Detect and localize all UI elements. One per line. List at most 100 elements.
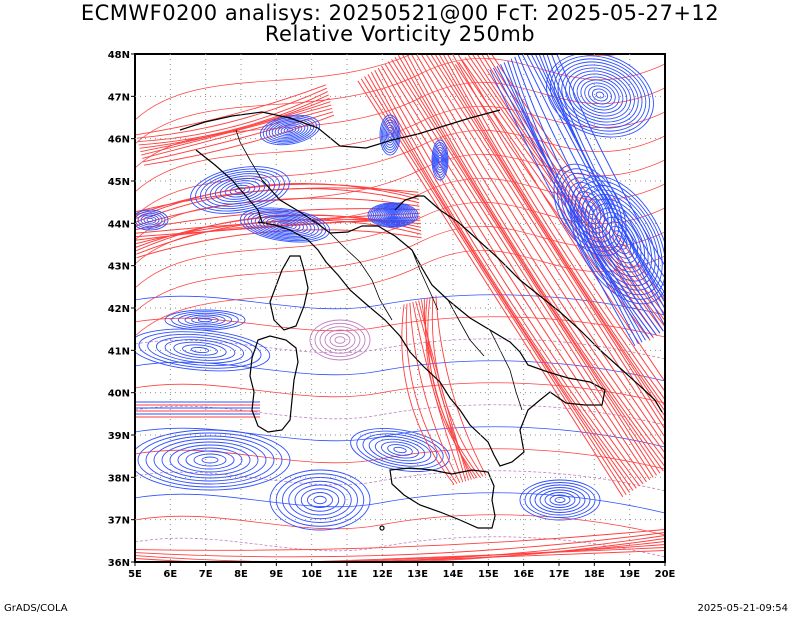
contour-ring <box>184 314 226 326</box>
contour-ring <box>334 336 346 344</box>
lon-tick-label: 12E <box>372 569 393 580</box>
contour-line <box>136 87 328 139</box>
contour-ring <box>135 211 166 229</box>
contour-line <box>374 69 641 487</box>
contour-ring <box>201 456 219 464</box>
contour-line <box>438 54 665 413</box>
lon-tick-label: 11E <box>337 569 358 580</box>
contour-ring <box>433 144 447 176</box>
contour-ring <box>294 484 346 516</box>
lat-lon-grid <box>135 54 665 562</box>
contour-line <box>530 54 665 310</box>
contour-ring <box>200 170 280 210</box>
contour-ring <box>436 152 444 168</box>
contour-line <box>446 54 665 401</box>
contour-line <box>420 54 665 439</box>
contour-ring <box>380 208 406 222</box>
contour-line <box>138 94 329 146</box>
contour-line <box>370 72 637 489</box>
contour-ring <box>435 149 445 171</box>
contour-line <box>135 294 665 316</box>
lon-tick-label: 19E <box>619 569 640 580</box>
contour-ring <box>578 195 602 225</box>
contour-ring <box>437 154 443 166</box>
contour-line <box>410 54 665 454</box>
contour-ring <box>544 492 576 508</box>
contour-ring <box>549 55 651 135</box>
contour-ring <box>140 214 160 226</box>
contour-line <box>418 300 469 481</box>
contour-ring <box>268 119 312 141</box>
contour-ring <box>524 482 596 518</box>
contour-ring <box>595 91 605 99</box>
contour-ring <box>283 126 297 134</box>
contour-ring <box>519 479 601 521</box>
contour-ring <box>269 469 371 531</box>
lon-tick-label: 9E <box>269 569 283 580</box>
contour-ring <box>388 132 392 138</box>
contour-ring <box>434 147 446 173</box>
contour-ring <box>309 319 371 361</box>
contour-ring <box>177 312 233 328</box>
contour-ring <box>584 82 616 108</box>
contour-field <box>135 54 665 562</box>
contour-line <box>135 529 665 551</box>
contour-ring <box>393 446 407 454</box>
contour-ring <box>356 430 444 470</box>
contour-ring <box>384 124 396 146</box>
contour-ring <box>153 438 267 482</box>
contour-line <box>135 212 420 234</box>
lon-tick-label: 17E <box>549 569 570 580</box>
contour-ring <box>564 177 616 243</box>
footer-software-label: GrADS/COLA <box>4 603 68 614</box>
contour-ring <box>190 166 290 214</box>
contour-ring <box>277 123 303 137</box>
lon-tick-label: 10E <box>301 569 322 580</box>
contour-ring <box>371 204 415 226</box>
contour-ring <box>587 198 653 282</box>
contour-ring <box>572 73 628 117</box>
lon-tick-label: 13E <box>407 569 428 580</box>
contour-line <box>401 304 455 485</box>
contour-ring <box>307 492 333 508</box>
lat-tick-label: 38N <box>108 473 130 484</box>
contour-ring <box>259 114 321 146</box>
contour-ring <box>554 497 566 503</box>
contour-ring <box>557 168 623 252</box>
contour-ring <box>254 213 316 237</box>
contour-line <box>405 303 458 484</box>
contour-ring <box>575 191 605 229</box>
contour-ring <box>576 76 624 114</box>
contour-line <box>551 54 665 279</box>
contour-ring <box>185 450 235 470</box>
contour-ring <box>271 120 309 140</box>
contour-ring <box>387 444 413 456</box>
contour-line <box>442 54 665 407</box>
contour-ring <box>539 489 581 511</box>
contour-line <box>435 295 487 476</box>
map-title: ECMWF0200 analisys: 20250521@00 FcT: 202… <box>80 1 720 25</box>
contour-ring <box>438 157 442 163</box>
contour-line <box>135 536 665 558</box>
contour-ring <box>195 168 285 212</box>
contour-ring <box>193 453 227 467</box>
contour-line <box>143 114 335 166</box>
contour-ring <box>381 441 419 459</box>
lon-tick-label: 7E <box>199 569 213 580</box>
contour-ring <box>171 311 239 329</box>
lat-tick-label: 36N <box>108 558 130 569</box>
contour-line <box>420 299 472 480</box>
contour-line <box>140 101 331 153</box>
lat-tick-label: 41N <box>108 346 130 357</box>
lat-tick-label: 47N <box>108 92 130 103</box>
contour-ring <box>155 336 245 364</box>
contour-line <box>135 470 665 492</box>
contour-ring <box>570 175 665 305</box>
contour-line <box>391 59 657 476</box>
contour-ring <box>529 484 591 516</box>
contour-line <box>135 154 665 241</box>
contour-ring <box>561 64 639 126</box>
contour-ring <box>553 58 647 132</box>
contour-line <box>299 544 665 562</box>
